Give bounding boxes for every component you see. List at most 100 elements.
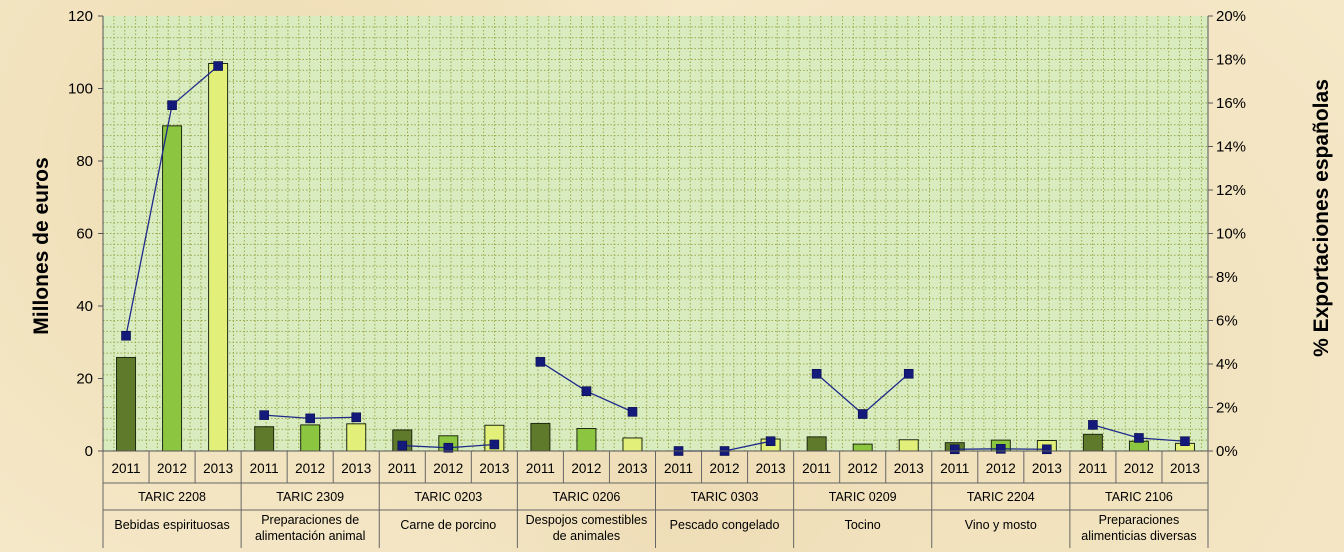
product-name-label: Preparaciones de — [261, 513, 359, 527]
y2-tick-label: 0% — [1216, 443, 1238, 460]
taric-code-label: TARIC 2208 — [138, 490, 206, 504]
pct-marker-taric-0209-2011 — [811, 368, 822, 379]
year-label: 2012 — [571, 461, 601, 476]
pct-marker-taric-2208-2012 — [167, 100, 177, 110]
y2-tick-label: 16% — [1216, 95, 1246, 112]
year-label: 2013 — [341, 461, 371, 476]
product-name-label: Preparaciones — [1099, 513, 1180, 527]
y2-tick-label: 14% — [1216, 139, 1246, 156]
year-label: 2012 — [295, 461, 325, 476]
y-tick-label: 80 — [76, 153, 93, 170]
y2-tick-label: 18% — [1216, 52, 1246, 69]
year-label: 2011 — [664, 461, 693, 476]
y-tick-label: 120 — [68, 8, 93, 25]
pct-marker-taric-2106-2013 — [1180, 436, 1190, 447]
year-label: 2011 — [388, 461, 417, 476]
product-name-label: alimenticias diversas — [1081, 529, 1196, 543]
product-name-label: alimentación animal — [255, 529, 365, 543]
product-name-label: Carne de porcino — [400, 518, 496, 532]
pct-marker-taric-0203-2011 — [397, 440, 408, 451]
y-axis-title: Millones de euros — [30, 157, 53, 334]
product-name-label: Pescado congelado — [670, 518, 780, 532]
pct-marker-taric-2106-2012 — [1134, 433, 1144, 443]
pct-marker-taric-2309-2012 — [305, 413, 315, 424]
product-name-label: Vino y mosto — [965, 518, 1037, 532]
year-label: 2011 — [250, 461, 279, 476]
bar-taric-2208-2012 — [162, 125, 183, 452]
year-label: 2013 — [894, 461, 924, 476]
y2-tick-label: 4% — [1216, 356, 1238, 373]
product-name-label: Bebidas espirituosas — [114, 518, 229, 532]
pct-marker-taric-0206-2011 — [535, 357, 546, 367]
y-axis-ticks: 0 20 40 60 80 100 120 — [68, 8, 103, 460]
category-axis: 2011 2012 2013 TARIC 2208 Bebidas espirituos… — [102, 451, 1209, 548]
y2-axis-title: % Exportaciones españolas — [1310, 79, 1333, 357]
pct-marker-taric-0206-2013 — [627, 407, 638, 417]
bar-taric-2309-2012 — [300, 424, 321, 452]
pct-marker-taric-2208-2013 — [213, 61, 223, 71]
year-label: 2011 — [940, 461, 969, 476]
y2-tick-label: 10% — [1216, 226, 1246, 243]
y-tick-label: 60 — [76, 226, 93, 243]
bar-taric-2208-2011 — [116, 356, 137, 452]
pct-marker-taric-2204-2012 — [996, 444, 1006, 454]
y2-tick-label: 6% — [1216, 313, 1238, 330]
bar-series — [116, 62, 1195, 452]
taric-code-label: TARIC 0206 — [553, 490, 621, 504]
year-label: 2013 — [1170, 461, 1200, 476]
y2-axis-ticks: 0% 2% 4% 6% 8% 10% 12% 14% 16% 18% 20% — [1208, 8, 1246, 460]
pct-marker-taric-0206-2012 — [581, 386, 592, 396]
y2-tick-label: 2% — [1216, 400, 1238, 417]
pct-marker-taric-2106-2011 — [1088, 420, 1098, 430]
bar-taric-2309-2013 — [346, 423, 367, 452]
bar-taric-0206-2013 — [622, 437, 643, 452]
taric-code-label: TARIC 0209 — [829, 490, 897, 504]
y-tick-label: 40 — [76, 298, 93, 315]
year-label: 2013 — [479, 461, 509, 476]
bar-taric-0209-2012 — [852, 443, 873, 452]
bar-taric-0209-2013 — [898, 439, 919, 452]
bar-taric-2208-2013 — [208, 62, 229, 452]
taric-code-label: TARIC 0203 — [414, 490, 482, 504]
pct-marker-taric-0303-2013 — [765, 436, 776, 447]
pct-marker-taric-0203-2012 — [443, 442, 454, 453]
y2-tick-label: 20% — [1216, 8, 1246, 25]
year-label: 2012 — [848, 461, 878, 476]
y-tick-label: 100 — [68, 81, 93, 98]
bar-taric-2106-2011 — [1082, 433, 1103, 452]
year-label: 2012 — [157, 461, 187, 476]
year-label: 2011 — [112, 461, 141, 476]
y-tick-label: 20 — [76, 371, 93, 388]
pct-marker-taric-2204-2011 — [949, 444, 960, 455]
taric-code-label: TARIC 2309 — [276, 490, 344, 504]
pct-marker-taric-0209-2012 — [857, 409, 868, 419]
taric-code-label: TARIC 2204 — [967, 490, 1035, 504]
year-label: 2013 — [756, 461, 786, 476]
bar-taric-0206-2012 — [576, 428, 597, 452]
product-name-label: de animales — [553, 529, 620, 543]
bar-taric-0206-2011 — [530, 422, 551, 452]
y-tick-label: 0 — [85, 443, 93, 460]
bar-taric-0209-2011 — [806, 436, 827, 452]
pct-marker-taric-0203-2013 — [489, 439, 500, 450]
bar-taric-2309-2011 — [254, 426, 275, 452]
pct-marker-taric-2204-2013 — [1042, 444, 1052, 455]
percent-markers — [121, 61, 1190, 456]
product-name-label: Tocino — [845, 518, 881, 532]
year-label: 2013 — [1032, 461, 1062, 476]
year-label: 2011 — [1078, 461, 1107, 476]
pct-marker-taric-2208-2011 — [121, 330, 131, 341]
year-label: 2012 — [710, 461, 740, 476]
pct-marker-taric-2309-2011 — [259, 410, 269, 420]
year-label: 2012 — [986, 461, 1016, 476]
year-label: 2011 — [802, 461, 831, 476]
y2-tick-label: 8% — [1216, 269, 1238, 286]
taric-code-label: TARIC 0303 — [691, 490, 759, 504]
product-name-label: Despojos comestibles — [526, 513, 648, 527]
pct-marker-taric-0209-2013 — [903, 368, 914, 379]
year-label: 2013 — [617, 461, 647, 476]
taric-code-label: TARIC 2106 — [1105, 490, 1173, 504]
year-label: 2012 — [433, 461, 463, 476]
year-label: 2011 — [526, 461, 555, 476]
